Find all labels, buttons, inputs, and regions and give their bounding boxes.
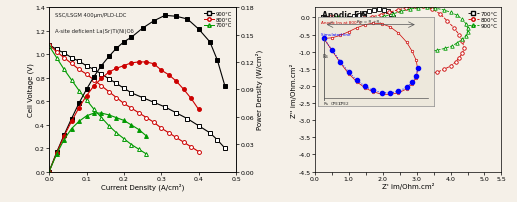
Legend: 700°C, 800°C, 900°C: 700°C, 800°C, 900°C (467, 11, 499, 30)
Text: A-site deficient La(Sr)Ti(Ni)Oδ: A-site deficient La(Sr)Ti(Ni)Oδ (55, 29, 133, 34)
Y-axis label: Z'' im/Ohm.cm²: Z'' im/Ohm.cm² (290, 63, 297, 117)
Y-axis label: Cell Voltage (V): Cell Voltage (V) (27, 63, 34, 117)
Text: Anodic EIS: Anodic EIS (322, 11, 368, 20)
Text: SSC/LSGM 400μm/PLD-LDC: SSC/LSGM 400μm/PLD-LDC (55, 13, 126, 18)
Legend: 900°C, 800°C, 700°C: 900°C, 800°C, 700°C (203, 11, 233, 29)
X-axis label: Current Density (A/cm²): Current Density (A/cm²) (101, 182, 184, 190)
X-axis label: Z' im/Ohm.cm²: Z' im/Ohm.cm² (382, 182, 434, 189)
Y-axis label: Power Density (W/cm²): Power Density (W/cm²) (255, 50, 263, 130)
